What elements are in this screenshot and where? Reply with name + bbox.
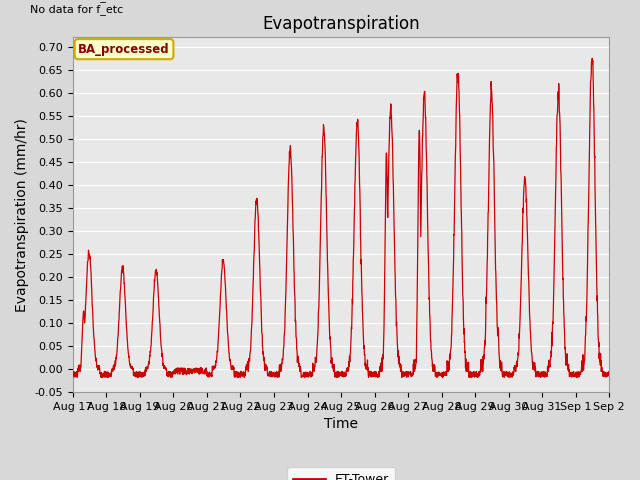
Legend: ET-Tower: ET-Tower (287, 467, 395, 480)
Text: No data for f_et
No data for f_etc: No data for f_et No data for f_etc (30, 0, 124, 14)
Text: BA_processed: BA_processed (78, 43, 170, 56)
Title: Evapotranspiration: Evapotranspiration (262, 15, 420, 33)
X-axis label: Time: Time (324, 418, 358, 432)
Y-axis label: Evapotranspiration (mm/hr): Evapotranspiration (mm/hr) (15, 118, 29, 312)
